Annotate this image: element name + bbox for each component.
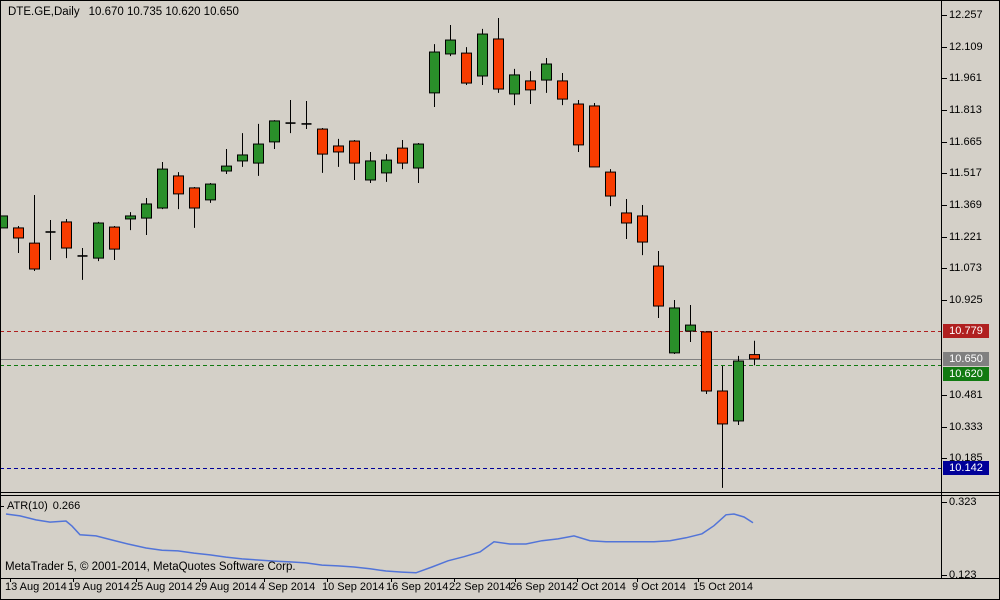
price-tick-label: 10.333 <box>949 421 983 433</box>
candlestick-bullish <box>205 183 216 201</box>
candlestick-bearish <box>557 80 568 100</box>
atr-tick-label: 0.323 <box>949 496 977 508</box>
axis-price-badge: 10.779 <box>943 324 989 338</box>
price-tick-label: 12.257 <box>949 9 983 21</box>
date-tick-label: 25 Aug 2014 <box>131 581 193 593</box>
candlestick-bullish <box>269 120 280 143</box>
price-tick-label: 11.221 <box>949 231 982 243</box>
candlestick-bearish <box>333 145 344 153</box>
candlestick-bullish <box>445 39 456 55</box>
candlestick-bullish <box>477 33 488 77</box>
candlestick-bullish <box>381 159 392 174</box>
date-tick-label: 2 Oct 2014 <box>572 581 626 593</box>
candlestick-bearish <box>621 212 632 224</box>
candlestick-bearish <box>525 80 536 91</box>
indicator-label: ATR(10) 0.266 <box>7 500 80 512</box>
candlestick-bearish <box>589 105 600 168</box>
indicator-name: ATR(10) <box>7 500 48 512</box>
price-tick-label: 11.813 <box>949 104 982 116</box>
candlestick-bearish <box>573 103 584 146</box>
candlestick-bearish <box>317 128 328 155</box>
candlestick-bearish <box>173 175 184 195</box>
indicator-value: 0.266 <box>52 500 81 512</box>
candlestick-bearish <box>29 242 40 270</box>
candlestick-bullish <box>157 168 168 209</box>
date-tick-label: 26 Sep 2014 <box>510 581 573 593</box>
price-tick-label: 10.925 <box>949 294 983 306</box>
axis-price-badge: 10.620 <box>943 367 989 381</box>
axis-price-badge: 10.650 <box>943 352 989 366</box>
candlestick-bullish <box>733 360 744 422</box>
date-tick-label: 13 Aug 2014 <box>5 581 67 593</box>
chart-ohlc-values: 10.670 10.735 10.620 10.650 <box>88 6 239 18</box>
candlestick-bearish <box>701 331 712 392</box>
price-tick-label: 12.109 <box>949 41 983 53</box>
price-tick-label: 11.517 <box>949 167 982 179</box>
price-tick-label: 11.073 <box>949 262 982 274</box>
candlestick-bearish <box>61 221 72 249</box>
candlestick-bullish <box>669 307 680 354</box>
atr-tick-label: 0.123 <box>949 569 977 581</box>
candlestick-bullish <box>413 143 424 169</box>
candlestick-bearish <box>605 171 616 197</box>
date-tick-label: 4 Sep 2014 <box>259 581 316 593</box>
candlestick-bearish <box>493 38 504 90</box>
candlestick-bearish <box>717 390 728 425</box>
candlestick-bearish <box>653 265 664 307</box>
candlestick-bearish <box>461 52 472 84</box>
chart-symbol-period: DTE.GE,Daily <box>8 6 80 18</box>
price-tick-label: 11.369 <box>949 199 982 211</box>
candlestick-bearish <box>109 226 120 250</box>
copyright-text: MetaTrader 5, © 2001-2014, MetaQuotes So… <box>5 561 296 573</box>
date-tick-label: 29 Aug 2014 <box>195 581 257 593</box>
price-tick-label: 10.481 <box>949 389 983 401</box>
chart-title: DTE.GE,Daily 10.670 10.735 10.620 10.650 <box>8 6 239 18</box>
candlestick-bullish <box>141 203 152 219</box>
price-tick-label: 11.961 <box>949 72 982 84</box>
candlestick-bullish <box>93 222 104 259</box>
date-tick-label: 19 Aug 2014 <box>68 581 130 593</box>
candlestick-bearish <box>749 354 760 360</box>
candlestick-bullish <box>685 324 696 332</box>
price-tick-label: 11.665 <box>949 136 982 148</box>
candlestick-bearish <box>349 140 360 164</box>
axis-price-badge: 10.142 <box>943 461 989 475</box>
candlestick-bullish <box>509 74 520 95</box>
candlestick-bearish <box>397 147 408 164</box>
date-tick-label: 22 Sep 2014 <box>449 581 512 593</box>
candlestick-bearish <box>637 215 648 243</box>
candlestick-bullish <box>365 160 376 181</box>
candlestick-bullish <box>125 215 136 220</box>
candlestick-bearish <box>189 187 200 209</box>
atr-line <box>5 513 754 574</box>
date-tick-label: 16 Sep 2014 <box>386 581 449 593</box>
candlestick-bullish <box>0 215 8 229</box>
candlestick-bullish <box>237 154 248 162</box>
candlestick-bullish <box>429 51 440 94</box>
date-tick-label: 15 Oct 2014 <box>693 581 753 593</box>
candlestick-bullish <box>221 165 232 172</box>
date-tick-label: 10 Sep 2014 <box>322 581 385 593</box>
candlestick-bullish <box>253 143 264 164</box>
candlestick-bearish <box>13 227 24 239</box>
candlestick-bullish <box>541 63 552 81</box>
date-tick-label: 9 Oct 2014 <box>632 581 686 593</box>
